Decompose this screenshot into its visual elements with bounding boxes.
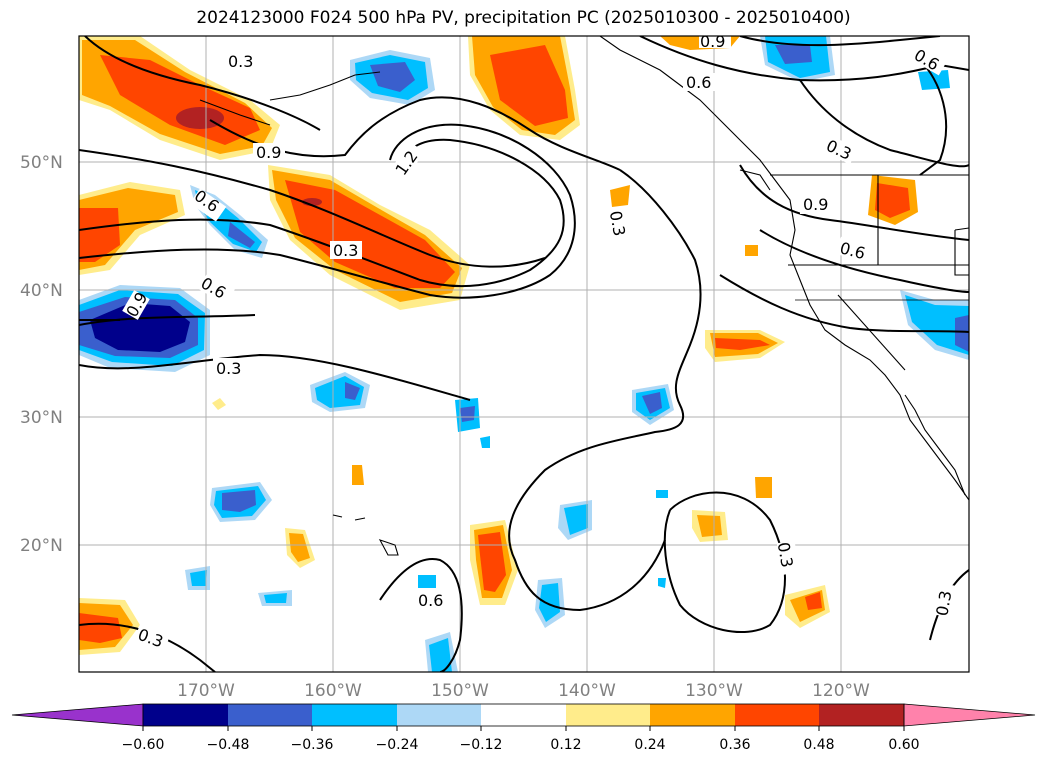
contour-label: 0.3 [606, 209, 629, 237]
colorbar-segment [228, 704, 312, 726]
colorbar-tick-label: −0.60 [122, 737, 165, 753]
contour-label: 0.3 [228, 52, 253, 71]
colorbar-tick-label: −0.24 [376, 737, 419, 753]
precip-positive-shading [79, 36, 918, 655]
lat-label: 30°N [20, 408, 63, 428]
longitude-labels: 170°W 160°W 150°W 140°W 130°W 120°W [177, 681, 870, 701]
colorbar-tick-label: 0.12 [550, 737, 581, 753]
contour-label: 0.3 [932, 589, 955, 617]
colorbar-extend-high [903, 703, 1036, 727]
colorbar-tick-label: 0.48 [803, 737, 834, 753]
colorbar-segment [312, 704, 397, 726]
pv-contours [79, 36, 969, 672]
colorbar: −0.60 −0.48 −0.36 −0.24 −0.12 0.12 0.24 … [11, 703, 1036, 753]
lon-label: 120°W [812, 681, 870, 701]
lat-label: 50°N [20, 153, 63, 173]
contour-label: 0.9 [803, 195, 828, 214]
lon-label: 160°W [304, 681, 362, 701]
colorbar-segment [481, 704, 566, 726]
colorbar-tick-label: 0.60 [888, 737, 919, 753]
contour-label: 0.9 [256, 143, 281, 162]
colorbar-tick-label: 0.24 [634, 737, 665, 753]
map-area: 0.3 0.9 0.3 0.6 1.2 0.6 0.9 0.3 0.3 0.3 … [79, 32, 969, 672]
figure-title: 2024123000 F024 500 hPa PV, precipitatio… [196, 8, 851, 28]
lon-label: 170°W [177, 681, 235, 701]
colorbar-segment [819, 704, 904, 726]
map-frame [78, 35, 970, 673]
colorbar-tick-label: −0.12 [460, 737, 503, 753]
latitude-labels: 50°N 40°N 30°N 20°N [20, 153, 63, 556]
lat-label: 40°N [20, 281, 63, 301]
colorbar-segment [650, 704, 735, 726]
precip-negative-shading [79, 36, 969, 672]
colorbar-tick-label: 0.36 [719, 737, 750, 753]
colorbar-segment [143, 704, 228, 726]
contour-label: 0.3 [333, 241, 358, 260]
lon-label: 140°W [558, 681, 616, 701]
colorbar-tick-label: −0.48 [207, 737, 250, 753]
coastlines [199, 36, 969, 556]
lat-label: 20°N [20, 536, 63, 556]
lon-label: 150°W [431, 681, 489, 701]
contour-label: 0.3 [774, 541, 797, 569]
contour-label: 0.6 [418, 591, 443, 610]
contour-label: 0.6 [686, 73, 711, 92]
colorbar-segment [566, 704, 650, 726]
colorbar-segment [735, 704, 819, 726]
colorbar-segment [397, 704, 481, 726]
contour-label: 0.9 [700, 32, 725, 51]
colorbar-tick-label: −0.36 [291, 737, 334, 753]
lon-label: 130°W [685, 681, 743, 701]
colorbar-extend-low [11, 703, 144, 727]
contour-label: 0.3 [216, 359, 241, 378]
